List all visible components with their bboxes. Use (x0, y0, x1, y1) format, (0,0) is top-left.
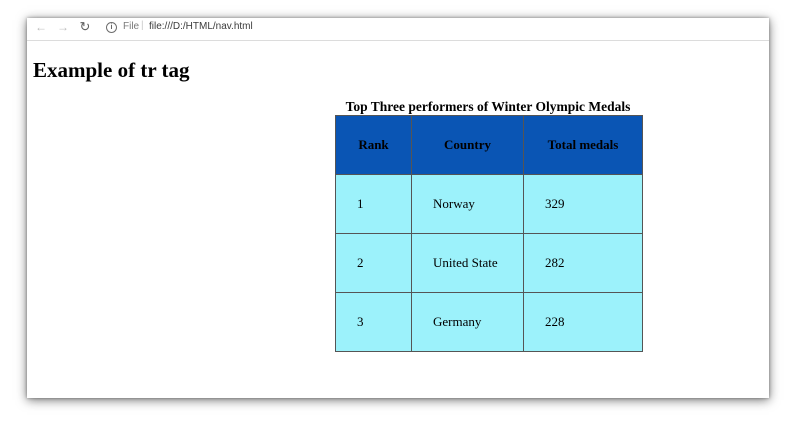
country-cell: Germany (411, 292, 524, 352)
country-cell: United State (411, 233, 524, 293)
total-medals-cell: 329 (523, 174, 643, 234)
url-separator: | (141, 20, 144, 31)
url-text[interactable]: file:///D:/HTML/nav.html (149, 21, 253, 32)
country-cell: Norway (411, 174, 524, 234)
arrow-right-icon[interactable]: → (57, 20, 69, 34)
address-bar[interactable]: ← → ↻ i File | file:///D:/HTML/nav.html (27, 18, 769, 41)
total-medals-cell: 282 (523, 233, 643, 293)
column-header-rank: Rank (335, 115, 412, 175)
rank-cell: 2 (335, 233, 412, 293)
medals-table: Rank Country Total medals 1 Norway 329 2… (335, 115, 643, 352)
table-row: 1 Norway 329 (335, 174, 643, 234)
column-header-country: Country (411, 115, 524, 175)
arrow-left-icon[interactable]: ← (35, 20, 47, 34)
table-row: 2 United State 282 (335, 233, 643, 293)
table-caption: Top Three performers of Winter Olympic M… (345, 99, 631, 114)
rank-cell: 1 (335, 174, 412, 234)
table-header-row: Rank Country Total medals (335, 115, 643, 175)
url-scheme-label: File (123, 21, 140, 32)
total-medals-cell: 228 (523, 292, 643, 352)
info-icon[interactable]: i (106, 22, 117, 33)
column-header-total-medals: Total medals (523, 115, 643, 175)
page-heading: Example of tr tag (33, 58, 190, 82)
table-row: 3 Germany 228 (335, 292, 643, 352)
rank-cell: 3 (335, 292, 412, 352)
browser-window: ← → ↻ i File | file:///D:/HTML/nav.html … (27, 18, 769, 398)
reload-icon[interactable]: ↻ (79, 19, 91, 34)
